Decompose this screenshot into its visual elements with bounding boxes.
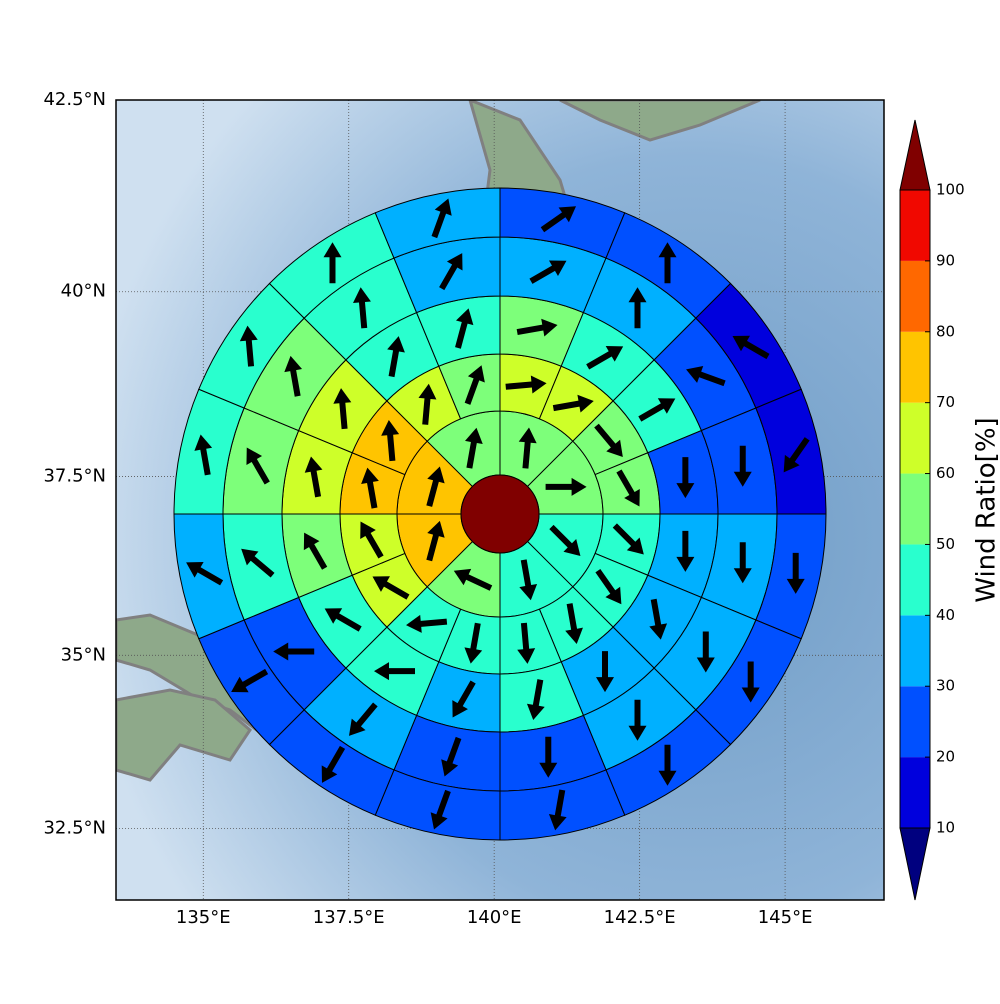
colorbar-segment (900, 474, 930, 545)
colorbar-tick-label: 10 (936, 819, 955, 837)
colorbar-tick-label: 40 (936, 606, 955, 624)
x-tick-label: 135°E (176, 907, 231, 928)
colorbar-label: Wind Ratio[%] (972, 417, 1000, 602)
y-tick-label: 40°N (61, 281, 106, 302)
colorbar-tick-label: 30 (936, 677, 955, 695)
colorbar-tick-label: 80 (936, 322, 955, 340)
colorbar-segment (900, 261, 930, 332)
center-circle (461, 475, 539, 553)
x-tick-label: 145°E (758, 907, 813, 928)
x-tick-label: 142.5°E (604, 907, 676, 928)
colorbar-tick-label: 100 (936, 181, 965, 199)
wind-rose (174, 188, 826, 840)
colorbar: 10 20 30 40 50 60 70 80 90 100 (900, 120, 965, 900)
colorbar-under (900, 828, 930, 900)
y-tick-label: 35°N (61, 644, 106, 665)
colorbar-tick-label: 50 (936, 535, 955, 553)
colorbar-segment (900, 686, 930, 757)
y-tick-label: 42.5°N (43, 89, 106, 110)
colorbar-tick-label: 60 (936, 464, 955, 482)
colorbar-tick-label: 20 (936, 748, 955, 766)
colorbar-segment (900, 615, 930, 686)
colorbar-segment (900, 757, 930, 828)
y-tick-label: 32.5°N (43, 818, 106, 839)
colorbar-tick-label: 70 (936, 393, 955, 411)
colorbar-segment (900, 332, 930, 403)
colorbar-segment (900, 190, 930, 261)
colorbar-segment (900, 403, 930, 474)
colorbar-segment (900, 544, 930, 615)
colorbar-tick-label: 90 (936, 251, 955, 269)
x-tick-label: 140°E (467, 907, 522, 928)
x-tick-label: 137.5°E (313, 907, 385, 928)
y-tick-label: 37.5°N (43, 466, 106, 487)
colorbar-over (900, 120, 930, 190)
